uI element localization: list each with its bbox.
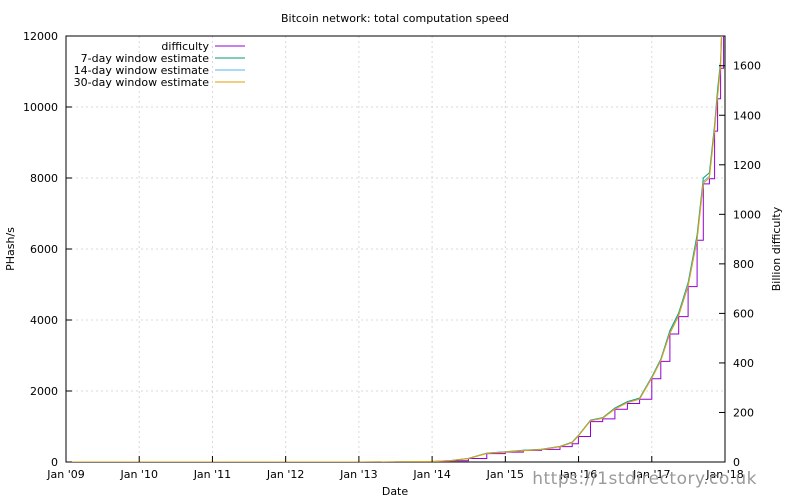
- y2-tick-label: 1000: [733, 208, 761, 221]
- y2-tick-label: 800: [733, 258, 754, 271]
- legend-label: 7-day window estimate: [81, 52, 210, 65]
- x-axis: Jan '09 Jan '10 Jan '11 Jan '12 Jan '13 Jan '…: [46, 456, 744, 481]
- x-tick-label: Jan '11: [193, 468, 231, 481]
- series-line-3: [66, 36, 723, 462]
- y2-tick-label: 1400: [733, 109, 761, 122]
- x-tick-label: Jan '15: [486, 468, 524, 481]
- series-group: [66, 36, 725, 462]
- left-axis: 0 2000 4000 6000 8000 10000 12000: [23, 30, 72, 469]
- y2-axis-title: Billion difficulty: [770, 206, 783, 291]
- right-axis: 0 200 400 600 800 1000 1200 1400 1600: [719, 60, 761, 469]
- y-tick-label: 10000: [23, 101, 58, 114]
- grid: [66, 36, 725, 462]
- x-tick-label: Jan '10: [119, 468, 157, 481]
- chart-title: Bitcoin network: total computation speed: [281, 12, 509, 25]
- x-tick-label: Jan '14: [412, 468, 450, 481]
- x-axis-title: Date: [382, 485, 409, 498]
- y2-tick-label: 0: [733, 456, 740, 469]
- y2-tick-label: 1200: [733, 159, 761, 172]
- y-tick-label: 6000: [30, 243, 58, 256]
- x-tick-label: Jan '17: [632, 468, 670, 481]
- legend-label: 14-day window estimate: [74, 64, 210, 77]
- legend-label: 30-day window estimate: [74, 76, 210, 89]
- y2-tick-label: 600: [733, 307, 754, 320]
- legend-label: difficulty: [161, 40, 209, 53]
- x-tick-label: Jan '16: [559, 468, 597, 481]
- y-tick-label: 12000: [23, 30, 58, 43]
- series-line-0: [66, 36, 725, 462]
- y-tick-label: 4000: [30, 314, 58, 327]
- x-tick-label: Jan '12: [266, 468, 304, 481]
- y2-tick-label: 1600: [733, 60, 761, 73]
- y-tick-label: 8000: [30, 172, 58, 185]
- y2-tick-label: 200: [733, 406, 754, 419]
- x-tick-label: Jan '09: [46, 468, 84, 481]
- y-tick-label: 2000: [30, 385, 58, 398]
- watermark: https://1stdirectory.co.uk: [532, 469, 757, 489]
- y2-tick-label: 400: [733, 357, 754, 370]
- y-axis-title: PHash/s: [4, 227, 17, 271]
- x-tick-label: Jan '13: [339, 468, 377, 481]
- y-tick-label: 0: [51, 456, 58, 469]
- x-tick-label: Jan '18: [705, 468, 743, 481]
